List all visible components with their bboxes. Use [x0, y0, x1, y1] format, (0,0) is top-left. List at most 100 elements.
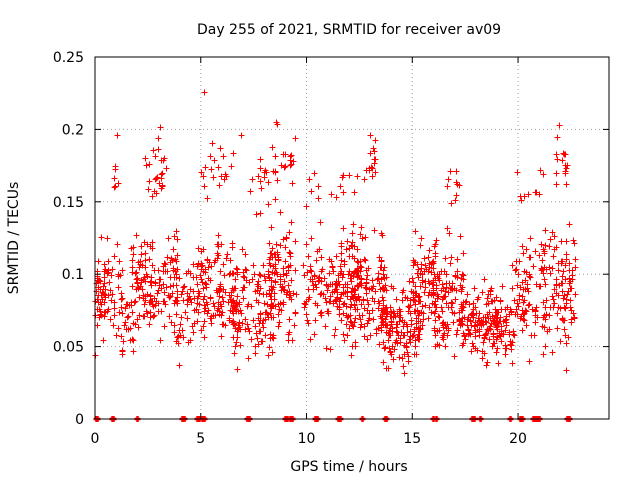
data-point: [194, 318, 201, 325]
data-point: [461, 333, 468, 340]
data-point: [369, 285, 376, 292]
data-point: [280, 299, 287, 306]
data-point: [439, 308, 446, 315]
data-point: [196, 290, 203, 297]
data-point: [300, 262, 307, 269]
data-point: [134, 316, 141, 323]
data-point: [136, 312, 143, 319]
data-point: [243, 267, 250, 274]
data-point: [102, 309, 109, 316]
data-point: [171, 300, 178, 307]
data-point: [255, 278, 262, 285]
data-point: [202, 280, 209, 287]
data-point: [540, 351, 547, 358]
data-point: [454, 327, 461, 334]
data-point: [155, 267, 162, 274]
x-tick-label: 5: [196, 431, 205, 447]
data-point: [122, 305, 129, 312]
data-point: [261, 174, 268, 181]
data-point: [352, 315, 359, 322]
data-point: [130, 337, 137, 344]
data-point: [174, 266, 181, 273]
data-point: [348, 242, 355, 249]
data-point: [240, 284, 247, 291]
data-point: [556, 122, 563, 129]
data-point: [181, 283, 188, 290]
data-point: [542, 316, 549, 323]
data-point: [141, 301, 148, 308]
data-point: [553, 151, 560, 158]
data-point: [155, 146, 162, 153]
data-point: [432, 317, 439, 324]
data-point: [473, 310, 480, 317]
data-point: [149, 301, 156, 308]
data-point: [352, 295, 359, 302]
data-point: [554, 310, 561, 317]
data-point: [568, 307, 575, 314]
data-point: [125, 326, 132, 333]
data-point: [341, 261, 348, 268]
data-point: [363, 276, 370, 283]
data-point: [230, 318, 237, 325]
data-point: [268, 250, 275, 257]
data-point: [132, 298, 139, 305]
data-point: [282, 151, 289, 158]
data-point: [160, 157, 167, 164]
data-point: [101, 313, 108, 320]
data-point: [257, 272, 264, 279]
data-point: [450, 319, 457, 326]
data-point: [361, 333, 368, 340]
data-point: [171, 322, 178, 329]
data-point: [271, 296, 278, 303]
data-point: [315, 195, 322, 202]
data-point: [375, 270, 382, 277]
data-point: [97, 311, 104, 318]
data-point: [432, 332, 439, 339]
data-point: [248, 336, 255, 343]
data-point: [101, 274, 108, 281]
data-point: [431, 327, 438, 334]
data-point: [231, 305, 238, 312]
data-point: [451, 353, 458, 360]
data-point: [229, 244, 236, 251]
data-point: [457, 233, 464, 240]
data-point: [426, 304, 433, 311]
data-point: [509, 339, 516, 346]
data-point: [453, 331, 460, 338]
data-point: [255, 341, 262, 348]
data-point: [222, 289, 229, 296]
data-point: [285, 263, 292, 270]
data-point: [141, 313, 148, 320]
data-point: [434, 328, 441, 335]
data-point: [542, 242, 549, 249]
data-point: [201, 308, 208, 315]
data-point: [444, 225, 451, 232]
data-point: [354, 246, 361, 253]
data-point: [337, 295, 344, 302]
data-point: [493, 322, 500, 329]
data-point: [138, 243, 145, 250]
data-point: [358, 282, 365, 289]
data-point: [307, 276, 314, 283]
data-point: [170, 267, 177, 274]
data-point: [276, 306, 283, 313]
data-point: [142, 293, 149, 300]
data-point: [190, 274, 197, 281]
data-point: [480, 339, 487, 346]
data-point: [239, 287, 246, 294]
data-point: [349, 322, 356, 329]
data-point: [168, 319, 175, 326]
data-point: [180, 334, 187, 341]
data-point: [410, 279, 417, 286]
data-point: [340, 225, 347, 232]
data-point: [444, 332, 451, 339]
data-point: [104, 235, 111, 242]
data-point: [371, 227, 378, 234]
data-point: [472, 333, 479, 340]
data-point: [551, 300, 558, 307]
data-point: [288, 152, 295, 159]
data-point: [367, 150, 374, 157]
data-point: [503, 322, 510, 329]
data-point: [338, 250, 345, 257]
data-point: [172, 256, 179, 263]
